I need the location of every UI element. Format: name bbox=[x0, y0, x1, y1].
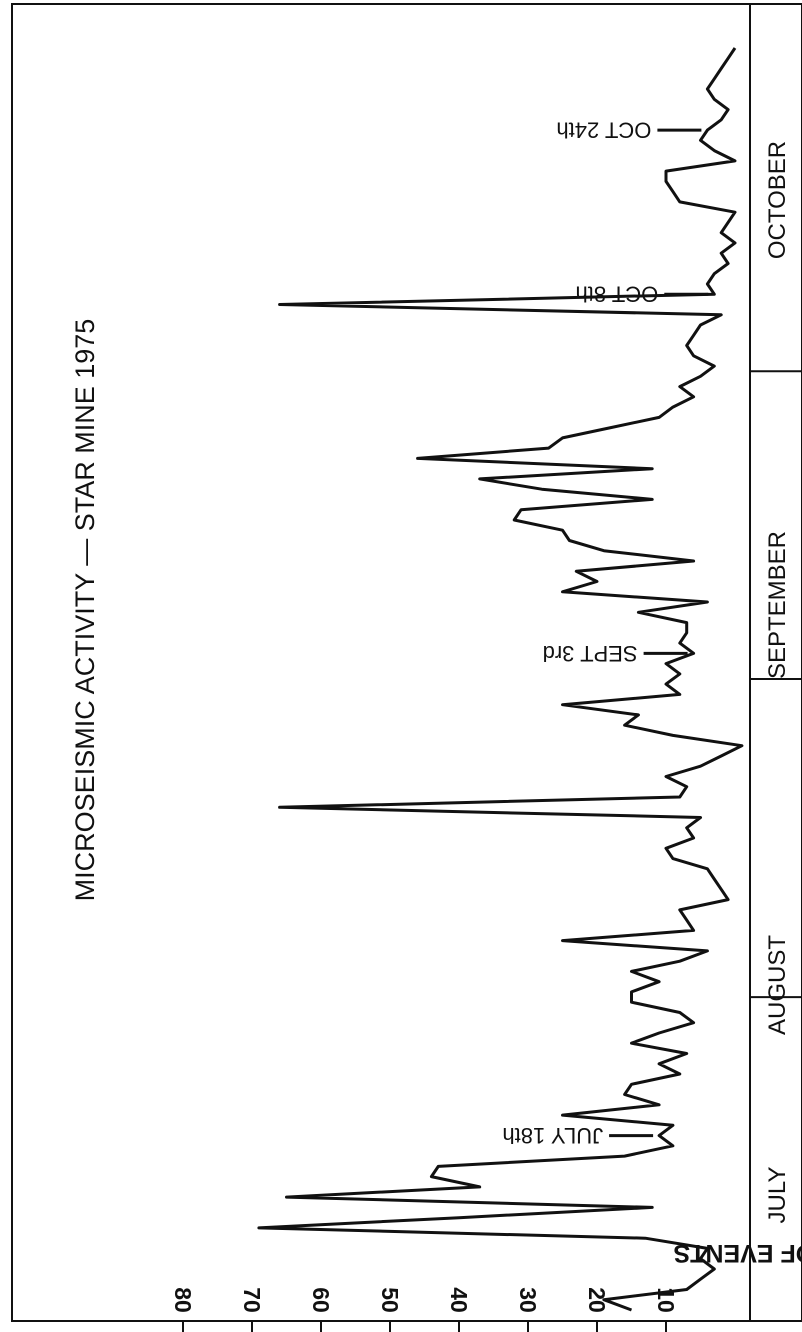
annotations: JULY 18th SEPT 3rd OCT 8th OCT 24th bbox=[502, 118, 709, 1148]
y-tick-label: 70 bbox=[239, 1287, 265, 1313]
month-label: AUGUST bbox=[764, 935, 791, 1035]
chart-title: MICROSEISMIC ACTIVITY — STAR MINE 1975 bbox=[70, 319, 100, 902]
annotation-label: OCT 8th bbox=[576, 282, 659, 307]
y-tick-label: 60 bbox=[308, 1287, 334, 1313]
y-tick-label: 30 bbox=[515, 1287, 541, 1313]
annotation-label: JULY 18th bbox=[502, 1123, 603, 1148]
month-labels: JULY AUGUST SEPTEMBER OCTOBER bbox=[750, 141, 802, 1224]
y-axis-label: NO. OF EVENTS bbox=[673, 1239, 802, 1267]
month-label: OCTOBER bbox=[764, 141, 791, 259]
month-band-frame bbox=[749, 3, 802, 1322]
series-line bbox=[257, 47, 744, 1312]
annotation-label: SEPT 3rd bbox=[543, 641, 638, 666]
month-label: JULY bbox=[764, 1167, 791, 1224]
month-label: SEPTEMBER bbox=[764, 531, 791, 679]
y-tick-label: 80 bbox=[170, 1287, 196, 1313]
y-tick-label: 40 bbox=[446, 1287, 472, 1313]
annotation-label: OCT 24th bbox=[556, 118, 651, 143]
y-tick-label: 50 bbox=[377, 1287, 403, 1313]
